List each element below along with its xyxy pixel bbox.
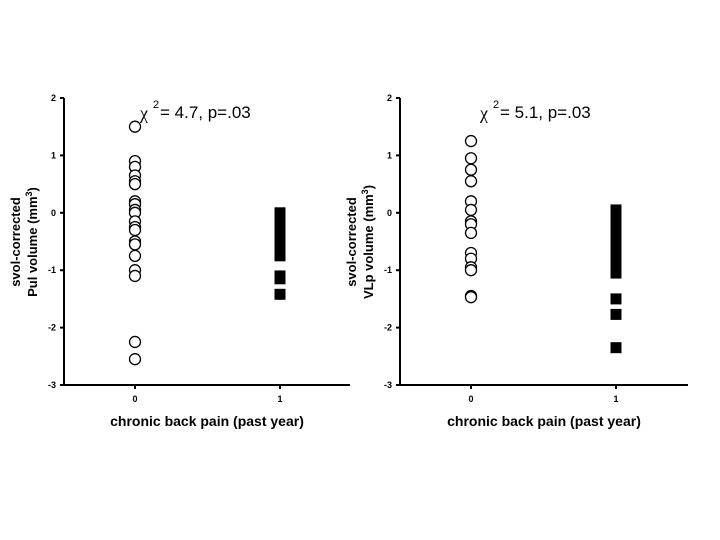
- y-tick-label: 0: [51, 208, 56, 218]
- x-axis-label: chronic back pain (past year): [110, 413, 304, 429]
- data-point-group-0: [128, 269, 142, 283]
- data-point-group-0: [128, 249, 142, 263]
- data-point-group-0: [464, 264, 478, 277]
- data-point-group-1: [274, 244, 286, 256]
- y-tick-label: 0: [387, 208, 392, 218]
- data-point-group-1: [274, 288, 286, 300]
- data-point-group-1: [610, 342, 622, 354]
- data-point-group-0: [464, 152, 478, 165]
- data-point-group-0: [464, 291, 478, 304]
- data-point-group-1: [274, 250, 286, 262]
- chi-square-annotation: = 4.7, p=.03: [160, 103, 251, 122]
- data-point-group-0: [464, 134, 478, 148]
- data-point-group-0: [464, 175, 478, 188]
- data-point-group-1: [610, 256, 622, 268]
- data-point-group-0: [464, 163, 478, 176]
- data-point-group-1: [610, 293, 622, 305]
- y-axis-label-line1: svol-corrected: [344, 197, 359, 287]
- data-point-group-0: [128, 177, 142, 191]
- data-point-group-0: [464, 226, 478, 240]
- y-tick-label: 1: [387, 150, 392, 160]
- y-tick-label: 1: [51, 150, 56, 160]
- data-point-group-0: [464, 203, 478, 217]
- x-tick-label: 1: [277, 394, 282, 404]
- y-tick-label: -3: [384, 380, 392, 390]
- chi-superscript: 2: [153, 99, 159, 111]
- data-point-group-0: [128, 238, 142, 251]
- y-axis-label-line2: Pul volume (mm3): [24, 187, 40, 297]
- data-point-group-0: [128, 223, 142, 237]
- chi-symbol: χ: [479, 103, 488, 123]
- chart-vlp: χ 2 = 5.1, p=.03 svol-corrected VLp volu…: [344, 93, 688, 429]
- x-axis-label: chronic back pain (past year): [447, 413, 641, 429]
- data-point-group-0: [128, 120, 142, 133]
- y-tick-label: 2: [387, 93, 392, 103]
- y-tick-label: -1: [384, 265, 392, 275]
- y-axis-label-line1: svol-corrected: [8, 197, 23, 287]
- y-tick-label: -2: [384, 323, 392, 333]
- chi-symbol: χ: [139, 103, 148, 123]
- x-tick-label: 0: [132, 394, 137, 404]
- y-tick-label: -3: [48, 380, 56, 390]
- x-tick-label: 1: [613, 394, 618, 404]
- data-point-group-0: [128, 353, 142, 366]
- data-point-group-1: [610, 308, 622, 320]
- chart-pul: χ 2 = 4.7, p=.03 svol-corrected Pul volu…: [8, 93, 350, 429]
- y-tick-label: -1: [48, 265, 56, 275]
- chi-square-annotation: = 5.1, p=.03: [500, 103, 591, 122]
- data-point-group-1: [610, 261, 622, 273]
- y-axis-label-line2: VLp volume (mm3): [360, 185, 376, 299]
- y-tick-label: 2: [51, 93, 56, 103]
- data-point-group-1: [274, 273, 286, 285]
- y-tick-label: -2: [48, 323, 56, 333]
- x-tick-label: 0: [468, 394, 473, 404]
- chi-superscript: 2: [493, 99, 499, 111]
- data-point-group-1: [610, 267, 622, 279]
- data-point-group-0: [128, 335, 142, 349]
